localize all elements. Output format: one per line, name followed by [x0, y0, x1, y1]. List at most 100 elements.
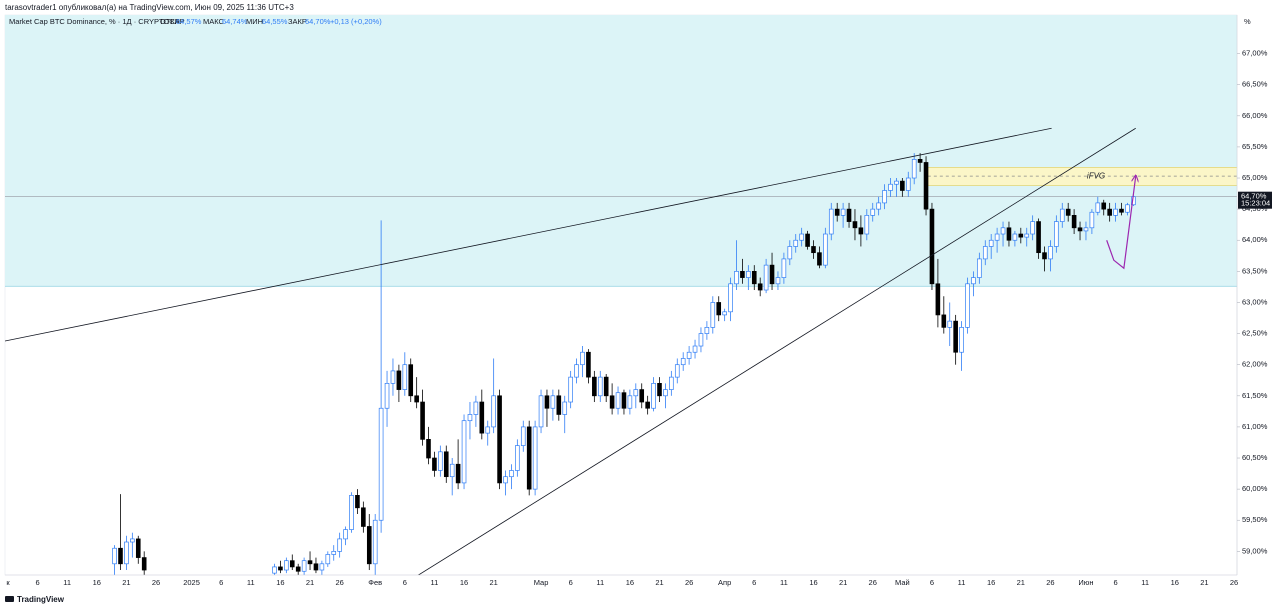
- brand: TradingView: [5, 595, 65, 604]
- candle-body: [580, 351, 585, 366]
- candle-body: [645, 401, 650, 409]
- candle-body: [894, 180, 899, 185]
- candle-body: [586, 351, 591, 378]
- candle-body: [313, 563, 319, 571]
- candle-body: [443, 451, 449, 478]
- candle-body: [1107, 208, 1112, 216]
- candle-body: [669, 376, 674, 390]
- x-tick-label: 26: [869, 578, 877, 587]
- x-tick-label: 6: [403, 578, 407, 587]
- candle-body: [1095, 202, 1101, 213]
- candle-body: [1000, 227, 1006, 235]
- trend-line: [5, 127, 1052, 342]
- x-tick-label: 6: [569, 578, 573, 587]
- x-tick-label: 6: [1113, 578, 1117, 587]
- candle-body: [325, 554, 331, 565]
- x-tick-label: 11: [780, 578, 788, 587]
- y-tick-label: 61,50%: [1242, 391, 1268, 400]
- candle-body: [627, 395, 633, 409]
- x-tick-label: Июн: [1078, 578, 1093, 587]
- candle-body: [467, 414, 473, 422]
- candle-body: [538, 395, 544, 428]
- x-tick-label: 11: [958, 578, 966, 587]
- candle-body: [965, 283, 970, 328]
- candle-body: [846, 208, 852, 222]
- candle-body: [130, 538, 135, 543]
- candle-body: [295, 566, 301, 572]
- candle-body: [1089, 211, 1095, 229]
- candle-body: [971, 277, 976, 285]
- candle-body: [1018, 233, 1024, 238]
- candle-body: [597, 376, 603, 397]
- y-tick-label: 65,00%: [1242, 173, 1268, 182]
- fvg-label: iFVG: [1087, 171, 1105, 180]
- candle-body: [728, 283, 733, 313]
- candle-body: [141, 557, 147, 571]
- legend-open: 64,57%: [176, 17, 202, 26]
- candle-body: [633, 389, 639, 397]
- x-tick-label: 16: [276, 578, 284, 587]
- candle-body: [734, 271, 739, 285]
- candle-body: [503, 476, 508, 484]
- candle-body: [710, 302, 716, 328]
- y-tick-label: 63,50%: [1242, 266, 1268, 275]
- candle-body: [929, 208, 935, 285]
- x-tick-label: 16: [809, 578, 817, 587]
- candle-body: [343, 529, 348, 540]
- candle-body: [923, 162, 929, 210]
- candle-body: [355, 495, 360, 509]
- candle-body: [663, 389, 668, 397]
- candle-body: [609, 395, 615, 409]
- candle-body: [639, 389, 645, 403]
- y-tick-label: 64,00%: [1242, 235, 1268, 244]
- trend-line: [1106, 176, 1136, 270]
- candle-body: [278, 566, 283, 571]
- candle-body: [1101, 202, 1107, 210]
- candle-body: [834, 208, 840, 216]
- x-tick-label: 16: [93, 578, 101, 587]
- candle-body: [438, 451, 443, 471]
- candle-body: [757, 283, 763, 291]
- demand-zone: [5, 15, 1237, 287]
- candle-body: [289, 560, 295, 568]
- candle-body: [272, 566, 277, 574]
- candle-body: [520, 426, 526, 446]
- candle-body: [769, 264, 775, 285]
- x-tick-label: 26: [1046, 578, 1054, 587]
- x-tick-label: 6: [219, 578, 223, 587]
- candle-body: [420, 401, 425, 440]
- candle-body: [455, 463, 461, 484]
- legend-low: 64,55%: [262, 17, 288, 26]
- candle-body: [686, 351, 692, 359]
- candle-body: [674, 364, 680, 378]
- candle-body: [509, 470, 514, 478]
- y-tick-label: 66,00%: [1242, 111, 1268, 120]
- candle-body: [864, 215, 870, 235]
- legend-low-label: МИН: [246, 17, 263, 26]
- trend-line: [417, 127, 1136, 575]
- candle-body: [746, 271, 751, 278]
- y-tick-label: 61,00%: [1242, 422, 1268, 431]
- candle-body: [953, 320, 958, 353]
- x-tick-label: 11: [247, 578, 255, 587]
- candle-body: [657, 383, 662, 397]
- candle-body: [793, 239, 799, 247]
- candle-body: [817, 252, 822, 266]
- candle-body: [1024, 233, 1030, 238]
- x-tick-label: 26: [152, 578, 160, 587]
- candle-body: [556, 395, 562, 415]
- candle-body: [284, 560, 289, 571]
- legend-change: +0,13 (+0,20%): [330, 17, 382, 26]
- candle-body: [307, 560, 313, 565]
- candle-body: [532, 426, 538, 490]
- candle-body: [882, 190, 887, 204]
- candle-body: [1113, 208, 1118, 216]
- candle-body: [112, 547, 117, 565]
- candle-body: [811, 246, 816, 254]
- legend-close: 64,70%: [305, 17, 331, 26]
- candle-body: [840, 208, 846, 216]
- candle-body: [118, 547, 123, 565]
- candle-body: [1048, 246, 1053, 260]
- legend-high-label: МАКС: [203, 17, 225, 26]
